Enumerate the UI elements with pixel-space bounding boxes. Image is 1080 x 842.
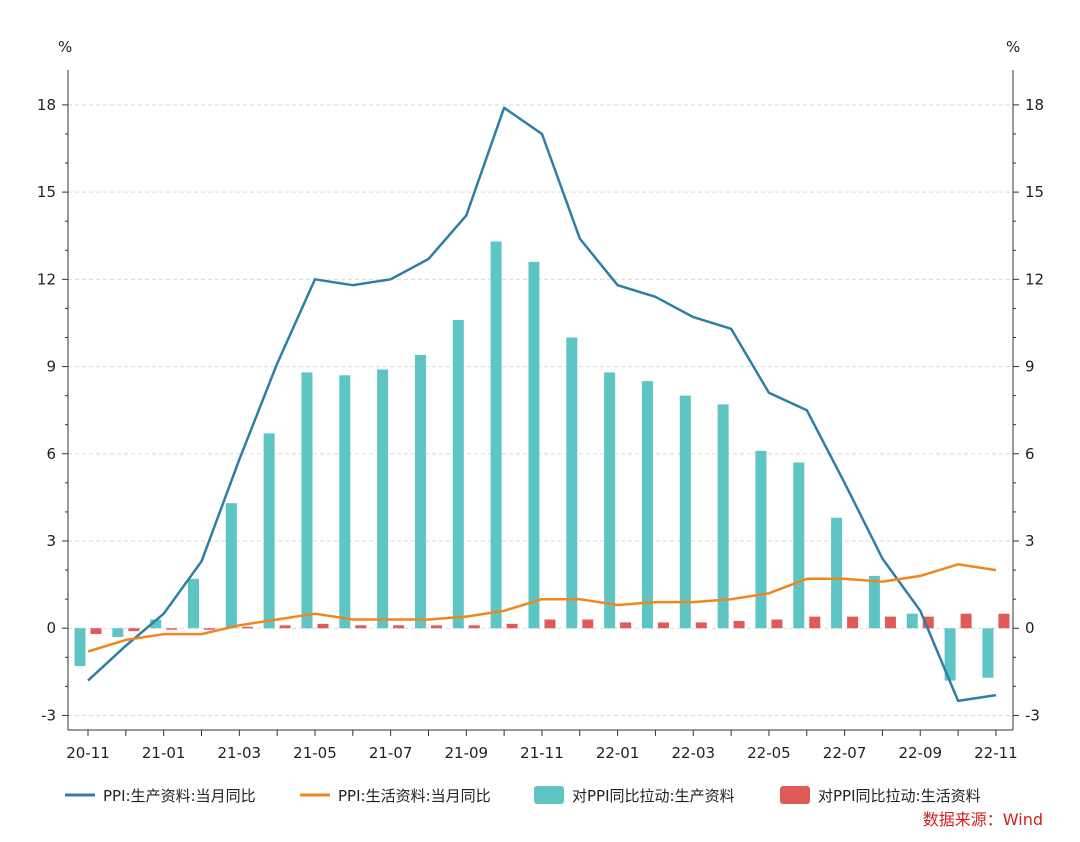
bar <box>982 628 994 678</box>
bar <box>831 517 843 629</box>
x-tick-label: 22-03 <box>671 744 715 762</box>
bar <box>90 628 102 635</box>
legend-swatch <box>780 786 810 804</box>
bar <box>566 337 578 629</box>
bar <box>490 241 502 629</box>
left-y-tick-label: 6 <box>46 445 56 463</box>
left-y-tick-label: 18 <box>37 96 56 114</box>
bar <box>717 404 729 629</box>
x-tick-label: 22-09 <box>898 744 942 762</box>
x-tick-label: 21-03 <box>218 744 262 762</box>
bar <box>733 620 745 629</box>
bar <box>679 395 691 629</box>
right-y-tick-label: 12 <box>1025 270 1044 288</box>
x-tick-label: 21-09 <box>445 744 489 762</box>
right-y-tick-label: 3 <box>1025 532 1035 550</box>
legend-label: 对PPI同比拉动:生活资料 <box>818 787 981 805</box>
bar <box>150 619 162 629</box>
bar <box>452 320 464 629</box>
bar <box>884 616 896 629</box>
bar <box>301 372 313 629</box>
x-tick-label: 20-11 <box>66 744 110 762</box>
bar <box>695 622 707 629</box>
bar <box>868 575 880 629</box>
right-y-tick-label: 0 <box>1025 619 1035 637</box>
legend-label: 对PPI同比拉动:生产资料 <box>572 787 735 805</box>
bar <box>241 626 253 629</box>
left-y-tick-label: -3 <box>41 706 56 724</box>
x-tick-label: 21-01 <box>142 744 186 762</box>
bar <box>809 616 821 629</box>
x-tick-label: 22-11 <box>974 744 1018 762</box>
bar <box>339 375 351 629</box>
bar <box>414 354 426 629</box>
bar <box>998 613 1010 629</box>
bar <box>187 578 199 629</box>
bar <box>641 381 653 629</box>
x-tick-label: 22-07 <box>823 744 867 762</box>
bar <box>528 261 540 629</box>
left-y-tick-label: 9 <box>46 358 56 376</box>
bar <box>922 616 934 629</box>
bar <box>279 625 291 629</box>
bar <box>906 613 918 629</box>
bar <box>847 616 859 629</box>
bar <box>393 625 405 629</box>
left-y-tick-label: 0 <box>46 619 56 637</box>
bar <box>755 450 767 629</box>
series-line <box>87 563 997 653</box>
bar <box>944 628 956 681</box>
bar <box>657 622 669 629</box>
bar <box>166 628 178 630</box>
bar <box>128 628 140 632</box>
left-y-tick-label: 15 <box>37 183 56 201</box>
x-tick-label: 22-01 <box>596 744 640 762</box>
bar <box>74 628 86 667</box>
bar <box>582 619 594 629</box>
right-y-tick-label: 15 <box>1025 183 1044 201</box>
bar <box>771 619 783 629</box>
bar <box>604 372 616 629</box>
bar <box>793 462 805 629</box>
bar <box>263 433 275 629</box>
left-y-tick-label: 12 <box>37 270 56 288</box>
bar <box>377 369 389 629</box>
x-tick-label: 21-11 <box>520 744 564 762</box>
right-y-tick-label: -3 <box>1025 706 1040 724</box>
bar <box>468 625 480 629</box>
x-tick-label: 21-07 <box>369 744 413 762</box>
legend-swatch <box>534 786 564 804</box>
data-source-label: 数据来源：Wind <box>923 810 1043 829</box>
bar <box>620 622 632 629</box>
x-tick-label: 21-05 <box>293 744 337 762</box>
right-unit-label: % <box>1006 38 1020 56</box>
right-y-tick-label: 18 <box>1025 96 1044 114</box>
bar <box>317 623 329 629</box>
legend-label: PPI:生产资料:当月同比 <box>103 787 256 805</box>
bar <box>355 625 367 629</box>
right-y-tick-label: 6 <box>1025 445 1035 463</box>
legend-label: PPI:生活资料:当月同比 <box>338 787 491 805</box>
bar <box>225 503 237 629</box>
left-y-tick-label: 3 <box>46 532 56 550</box>
right-y-tick-label: 9 <box>1025 358 1035 376</box>
bar <box>506 623 518 629</box>
x-tick-label: 22-05 <box>747 744 791 762</box>
bar <box>112 628 124 637</box>
series-line <box>87 106 997 703</box>
left-unit-label: % <box>58 38 72 56</box>
bar <box>203 628 215 630</box>
bar <box>960 613 972 629</box>
bar <box>544 619 556 629</box>
bar <box>430 625 442 629</box>
